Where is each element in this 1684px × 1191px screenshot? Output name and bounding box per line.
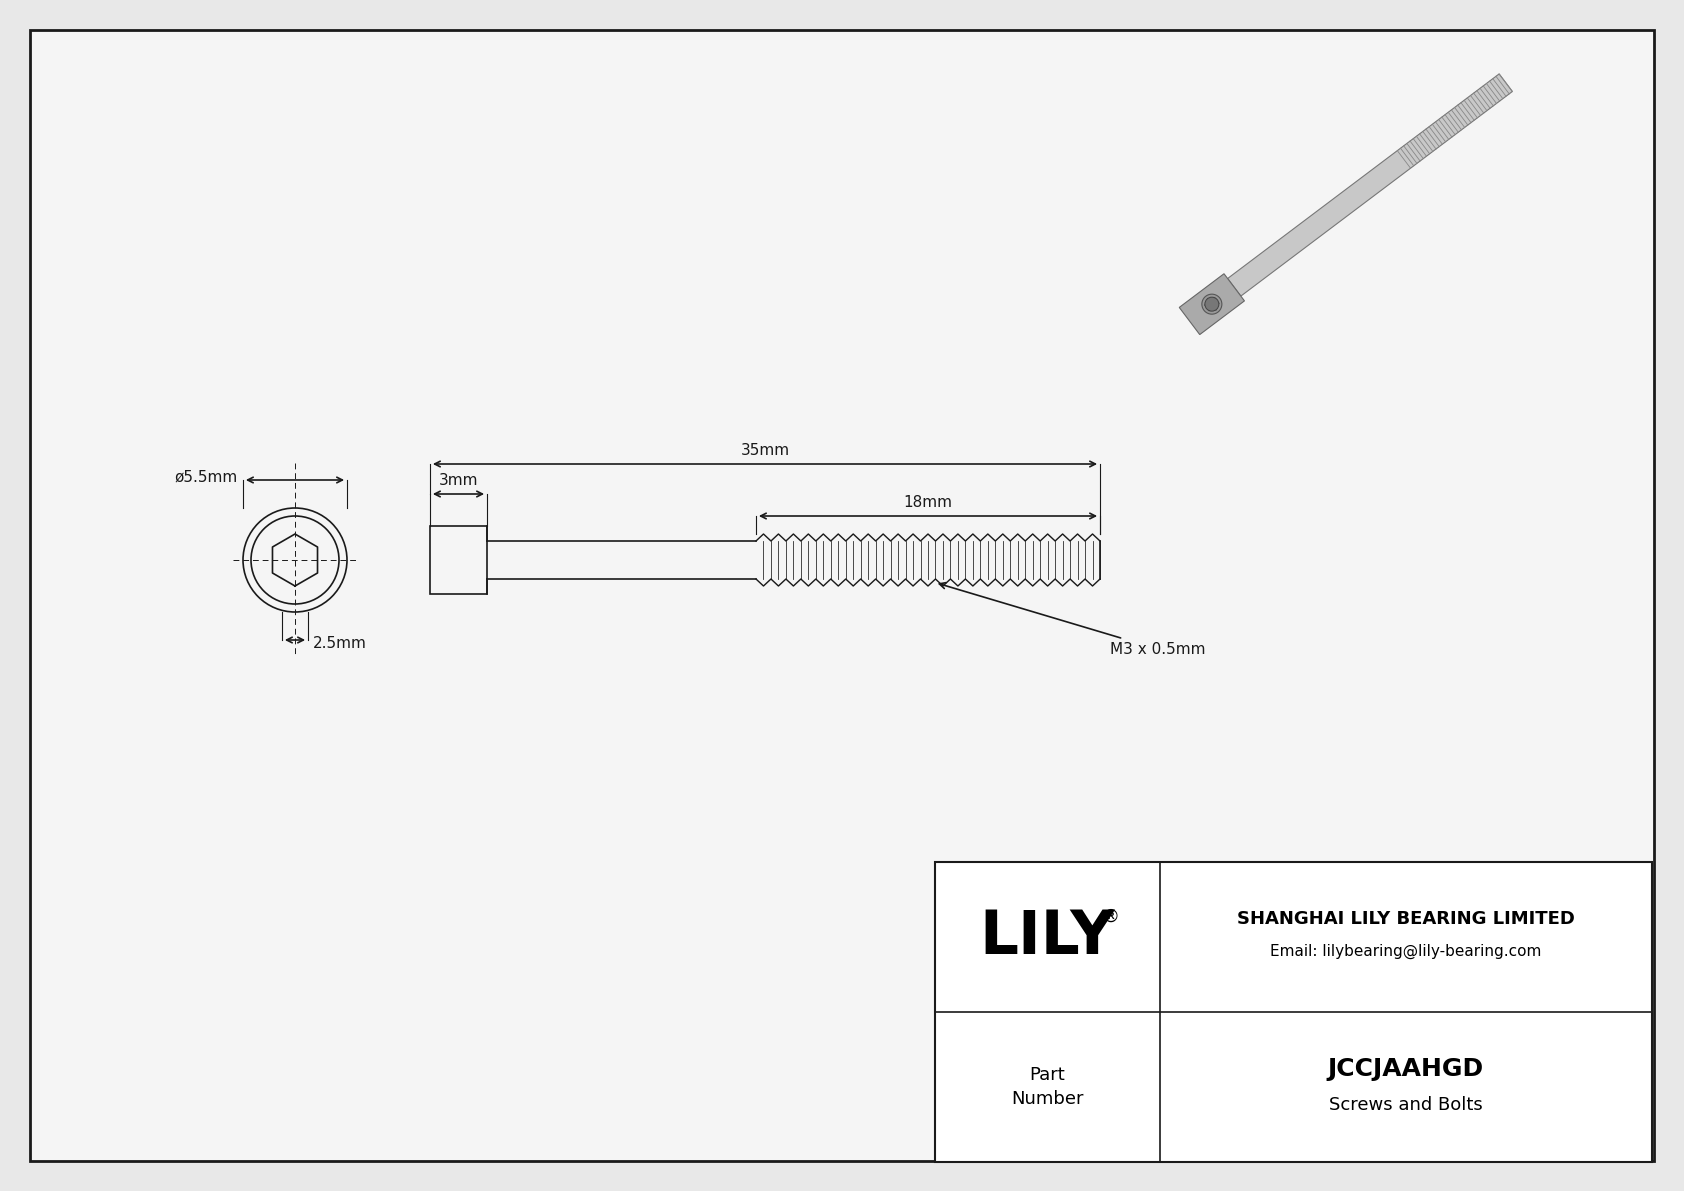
Text: M3 x 0.5mm: M3 x 0.5mm: [940, 582, 1206, 656]
Text: Email: lilybearing@lily-bearing.com: Email: lilybearing@lily-bearing.com: [1270, 943, 1541, 959]
Circle shape: [242, 509, 347, 612]
Polygon shape: [1228, 74, 1512, 297]
Text: 18mm: 18mm: [904, 495, 953, 510]
Text: Part
Number: Part Number: [1012, 1066, 1084, 1108]
Text: LILY: LILY: [980, 908, 1115, 967]
Polygon shape: [1179, 274, 1244, 335]
Circle shape: [1204, 298, 1219, 311]
Text: 35mm: 35mm: [741, 443, 790, 459]
Text: 3mm: 3mm: [440, 473, 478, 488]
Bar: [935, 862, 1652, 1162]
Circle shape: [1202, 294, 1223, 314]
Text: ø5.5mm: ø5.5mm: [175, 469, 237, 485]
Text: Screws and Bolts: Screws and Bolts: [1329, 1096, 1484, 1114]
Text: 2.5mm: 2.5mm: [313, 636, 367, 650]
Bar: [429, 526, 487, 594]
Text: SHANGHAI LILY BEARING LIMITED: SHANGHAI LILY BEARING LIMITED: [1238, 910, 1575, 928]
Text: ®: ®: [1101, 908, 1120, 925]
Text: JCCJAAHGD: JCCJAAHGD: [1329, 1056, 1484, 1081]
